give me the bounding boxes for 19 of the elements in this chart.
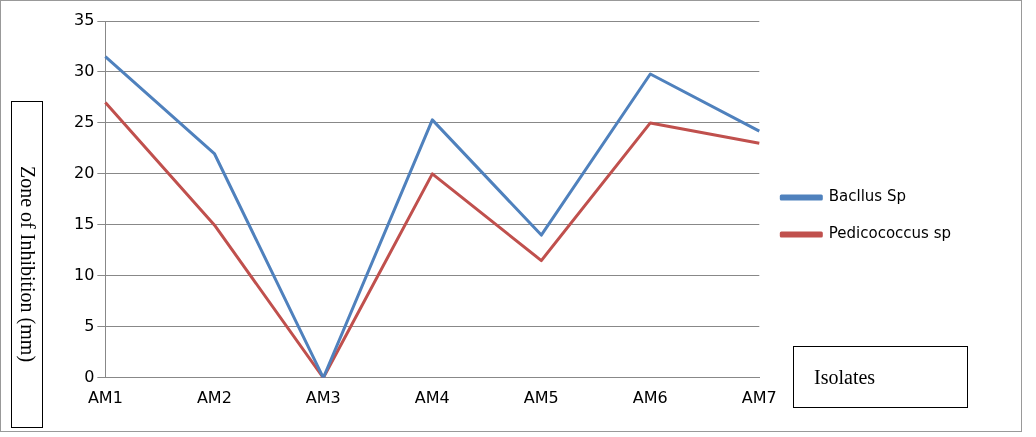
y-tick-label: 30 bbox=[74, 61, 95, 81]
x-tick-label: AM7 bbox=[741, 387, 777, 407]
x-tick-label: AM2 bbox=[196, 387, 232, 407]
x-tick-label: AM5 bbox=[523, 387, 559, 407]
y-tick-label: 25 bbox=[74, 112, 95, 132]
y-tick-label: 0 bbox=[84, 366, 95, 386]
x-tick-label: AM4 bbox=[414, 387, 450, 407]
y-tick-label: 15 bbox=[74, 214, 95, 234]
x-tick-label: AM6 bbox=[632, 387, 668, 407]
y-tick-label: 35 bbox=[74, 10, 95, 30]
y-tick-label: 20 bbox=[74, 163, 95, 183]
legend-label: Bacllus Sp bbox=[828, 187, 907, 206]
y-tick-label: 5 bbox=[84, 315, 95, 335]
legend-label: Pedicococcus sp bbox=[828, 224, 952, 243]
x-axis-title: Isolates bbox=[793, 346, 968, 408]
y-axis-title: Zone of Inhibition (mm) bbox=[15, 165, 39, 363]
y-tick-label: 10 bbox=[74, 265, 95, 285]
x-tick-label: AM1 bbox=[87, 387, 123, 407]
x-tick-label: AM3 bbox=[305, 387, 341, 407]
